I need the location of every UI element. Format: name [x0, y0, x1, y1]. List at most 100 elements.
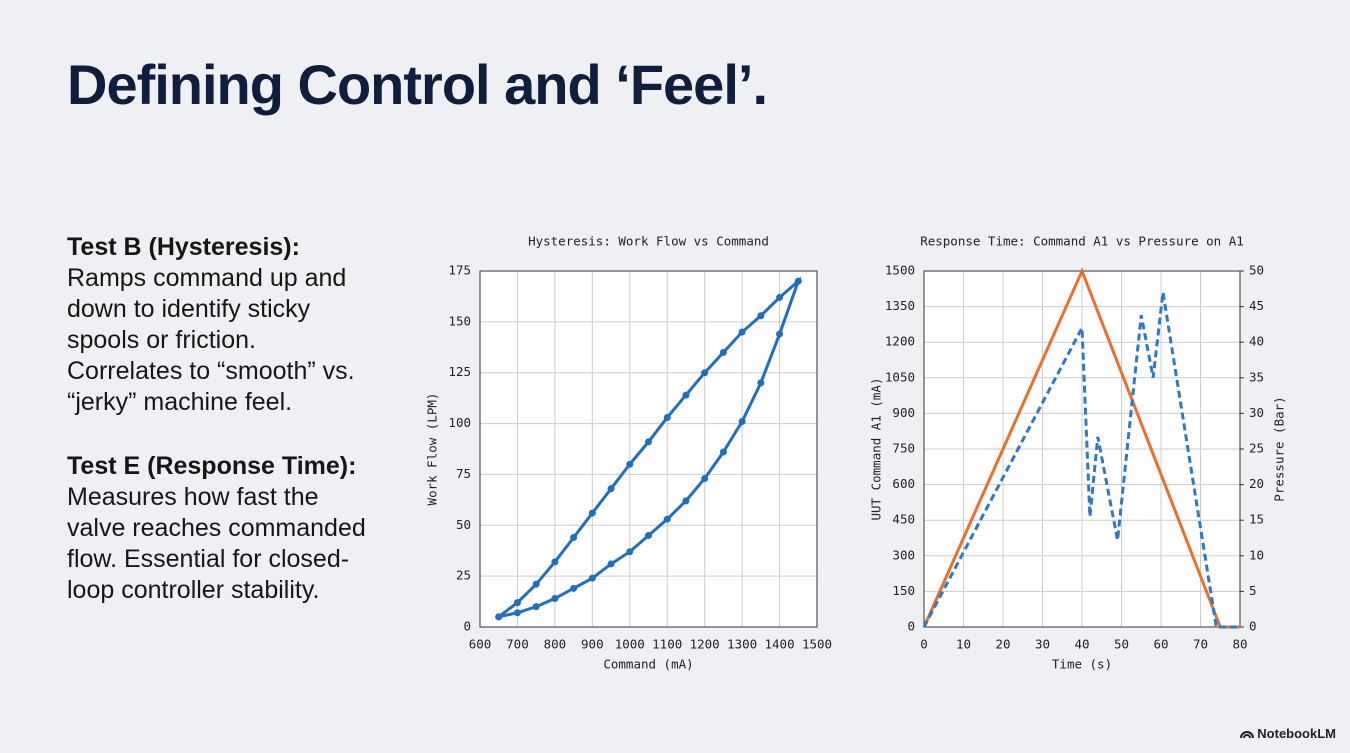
x-tick-label: 800: [544, 637, 567, 652]
y-tick-label: 25: [456, 568, 471, 583]
x-tick-label: 1500: [802, 637, 832, 652]
point: [663, 413, 671, 421]
point: [719, 448, 727, 456]
y-tick-label: 0: [463, 619, 471, 634]
y-tick-label: 75: [456, 466, 471, 481]
x-tick-label: 10: [956, 637, 971, 652]
point: [645, 531, 652, 539]
y-tick-label: 900: [892, 405, 915, 420]
x-tick-label: 1300: [727, 637, 757, 652]
y-tick-label: 125: [448, 364, 471, 379]
brand: NotebookLM: [1239, 726, 1336, 741]
plot-frame: [479, 270, 818, 628]
x-tick-label: 700: [506, 637, 529, 652]
point: [588, 509, 596, 517]
y-tick-label: 300: [892, 547, 915, 562]
x-tick-label: 30: [1035, 637, 1050, 652]
y2-tick-label: 20: [1249, 476, 1264, 491]
x-tick-label: 60: [1153, 637, 1168, 652]
y-tick-label: 1350: [885, 298, 915, 313]
point: [626, 548, 634, 556]
y2-tick-label: 35: [1249, 369, 1264, 384]
x-axis-label: Command (mA): [603, 657, 693, 672]
y2-tick-label: 25: [1249, 441, 1264, 456]
point: [532, 603, 540, 611]
y-tick-label: 1050: [885, 369, 915, 384]
y-tick-label: 50: [456, 517, 471, 532]
y-tick-label: 175: [448, 263, 471, 278]
section-body: Ramps command up and down to identify st…: [67, 264, 355, 416]
y2-tick-label: 50: [1249, 263, 1264, 278]
brand-icon: [1239, 731, 1254, 739]
chart-title: Response Time: Command A1 vs Pressure on…: [920, 234, 1244, 249]
series-line: [922, 292, 1240, 629]
y-axis-label: UUT Command A1 (mA): [869, 378, 884, 521]
point: [551, 595, 559, 603]
point: [701, 369, 709, 377]
y2-tick-label: 15: [1249, 512, 1264, 527]
y-tick-label: 150: [448, 313, 471, 328]
point: [738, 328, 746, 336]
slide-title: Defining Control and ‘Feel’.: [67, 53, 768, 116]
y2-tick-label: 10: [1249, 547, 1264, 562]
point: [757, 312, 765, 320]
y-tick-label: 100: [448, 415, 471, 430]
y-axis-label: Work Flow (LPM): [425, 393, 440, 506]
x-tick-label: 70: [1193, 637, 1208, 652]
x-tick-label: 1100: [652, 637, 682, 652]
y2-tick-label: 5: [1249, 583, 1257, 598]
x-tick-label: 900: [581, 637, 604, 652]
section-heading: Test E (Response Time):: [67, 452, 357, 480]
plot-area: [479, 270, 818, 628]
point: [513, 609, 521, 617]
y-tick-label: 0: [907, 619, 915, 634]
point: [570, 533, 578, 541]
point: [513, 599, 521, 607]
y-tick-label: 450: [892, 512, 915, 527]
point: [738, 418, 746, 426]
y2-tick-label: 40: [1249, 334, 1264, 349]
y2-tick-label: 30: [1249, 405, 1264, 420]
x-tick-label: 50: [1114, 637, 1129, 652]
x-tick-label: 20: [995, 637, 1010, 652]
y2-tick-label: 45: [1249, 298, 1264, 313]
point: [663, 515, 671, 523]
y-tick-label: 750: [892, 441, 915, 456]
y-tick-label: 150: [892, 583, 915, 598]
point: [645, 438, 652, 446]
point: [701, 474, 709, 482]
x-tick-label: 0: [920, 637, 928, 652]
point: [532, 580, 540, 588]
section: Test B (Hysteresis): Ramps command up an…: [67, 232, 377, 418]
point: [607, 560, 615, 568]
section-body: Measures how fast the valve reaches comm…: [67, 483, 366, 604]
x-tick-label: 80: [1232, 637, 1247, 652]
y-tick-label: 600: [892, 476, 915, 491]
point: [570, 584, 578, 592]
point: [607, 485, 615, 493]
point: [794, 277, 802, 285]
section: Test E (Response Time): Measures how fas…: [67, 451, 377, 606]
point: [495, 613, 503, 621]
x-tick-label: 1200: [690, 637, 720, 652]
x-tick-label: 1000: [615, 637, 645, 652]
point: [682, 497, 690, 505]
point: [719, 348, 727, 356]
y-tick-label: 1500: [885, 263, 915, 278]
point: [626, 460, 634, 468]
point: [757, 379, 765, 387]
x-axis-label: Time (s): [1052, 657, 1112, 672]
point: [682, 391, 690, 399]
section-heading: Test B (Hysteresis):: [67, 233, 300, 261]
point: [551, 558, 559, 566]
x-tick-label: 1400: [765, 637, 795, 652]
chart-title: Hysteresis: Work Flow vs Command: [528, 234, 769, 249]
y-tick-label: 1200: [885, 334, 915, 349]
x-tick-label: 600: [469, 637, 492, 652]
point: [776, 293, 784, 301]
x-tick-label: 40: [1074, 637, 1089, 652]
y2-tick-label: 0: [1249, 619, 1257, 634]
point: [588, 574, 596, 582]
